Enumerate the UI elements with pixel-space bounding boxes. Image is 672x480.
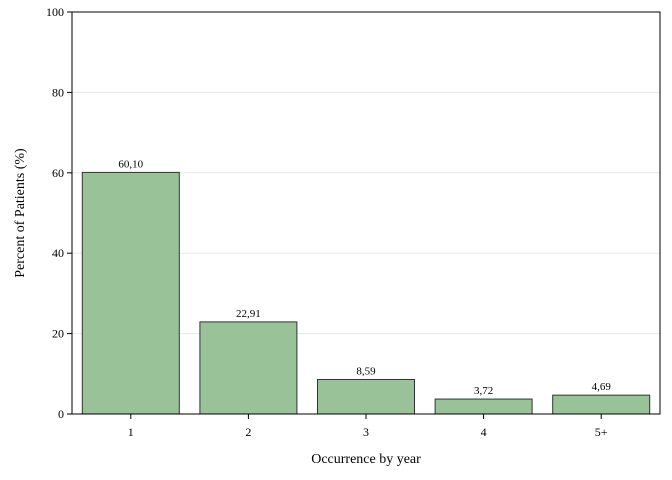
x-axis-title: Occurrence by year <box>311 452 421 467</box>
data-label-4: 3,72 <box>474 385 493 397</box>
y-tick-label-80: 80 <box>52 85 64 99</box>
x-tick-label-1: 1 <box>128 425 134 439</box>
data-label-1: 60,10 <box>118 158 143 170</box>
bar-3 <box>317 378 415 415</box>
data-labels: 60,10 22,91 8,59 3,72 4,69 <box>118 158 611 397</box>
bar-2 <box>199 321 298 415</box>
bar-4 <box>434 398 533 415</box>
y-axis-title: Percent of Patients (%) <box>13 148 28 278</box>
x-tick-label-3: 3 <box>363 425 369 439</box>
data-label-2: 22,91 <box>236 308 261 320</box>
y-tick-label-40: 40 <box>52 246 64 260</box>
axes: 0 20 40 60 80 100 1 2 3 4 5+ <box>46 5 661 439</box>
x-tick-label-2: 2 <box>245 425 251 439</box>
data-label-3: 8,59 <box>356 365 376 377</box>
bar-5+ <box>552 394 651 415</box>
y-tick-label-0: 0 <box>58 407 64 421</box>
data-label-5+: 4,69 <box>592 381 612 393</box>
x-tick-label-4: 4 <box>481 425 487 439</box>
bars <box>81 171 651 415</box>
y-tick-label-100: 100 <box>46 5 64 19</box>
bar-1 <box>81 171 180 415</box>
y-tick-label-60: 60 <box>52 166 64 180</box>
x-tick-label-5+: 5+ <box>595 425 608 439</box>
y-tick-label-20: 20 <box>52 327 64 341</box>
